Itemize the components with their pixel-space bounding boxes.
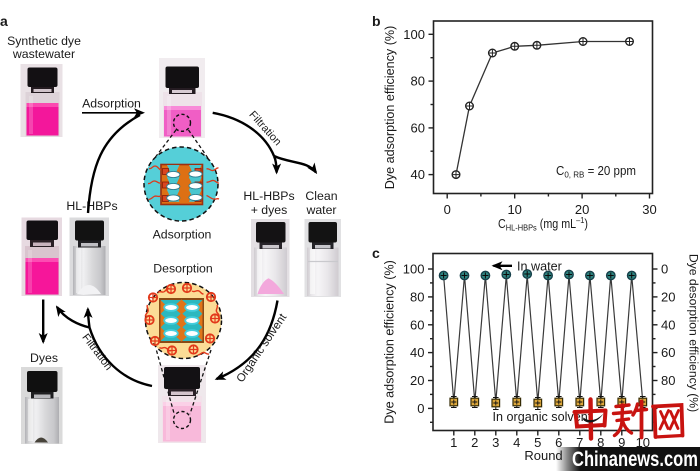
svg-text:Round: Round [524,448,562,463]
svg-text:0: 0 [444,202,451,217]
svg-text:HL-HBPs: HL-HBPs [66,199,117,213]
svg-text:Dyes: Dyes [30,351,58,365]
svg-text:CHL-HBPs (mg mL–1): CHL-HBPs (mg mL–1) [498,215,588,233]
svg-text:3: 3 [492,435,499,450]
svg-text:8: 8 [597,435,604,450]
svg-text:Dye adsorption efficiency (%): Dye adsorption efficiency (%) [383,260,397,424]
svg-text:C0, RB = 20 ppm: C0, RB = 20 ppm [556,164,636,180]
svg-text:water: water [305,203,336,217]
svg-text:4: 4 [513,435,520,450]
svg-text:Dye desorption efficiency (%): Dye desorption efficiency (%) [687,254,700,412]
svg-text:80: 80 [410,289,424,304]
svg-text:Clean: Clean [305,189,337,203]
svg-text:Chinanews.com: Chinanews.com [572,448,698,471]
svg-text:80: 80 [661,373,675,388]
svg-text:Adsorption: Adsorption [82,97,141,111]
svg-text:Dye adsorption efficiency (%): Dye adsorption efficiency (%) [383,26,397,190]
svg-text:20: 20 [661,289,675,304]
svg-text:20: 20 [575,202,589,217]
svg-text:5: 5 [534,435,541,450]
svg-text:30: 30 [642,202,656,217]
svg-text:Synthetic dye: Synthetic dye [7,34,81,48]
svg-text:40: 40 [661,317,675,332]
svg-text:60: 60 [661,345,675,360]
svg-text:a: a [0,13,8,29]
svg-text:b: b [372,13,381,29]
svg-text:wastewater: wastewater [12,47,75,61]
svg-text:100: 100 [403,262,425,277]
svg-text:0: 0 [417,401,424,416]
svg-text:In organic solvent: In organic solvent [493,410,592,424]
svg-text:80: 80 [411,74,425,89]
svg-text:6: 6 [555,435,562,450]
svg-text:10: 10 [636,435,650,450]
svg-text:Adsorption: Adsorption [153,228,212,242]
svg-text:In water: In water [517,259,562,273]
svg-text:100: 100 [403,27,425,42]
svg-text:7: 7 [576,435,583,450]
svg-text:10: 10 [507,202,521,217]
svg-text:20: 20 [410,373,424,388]
svg-text:2: 2 [471,435,478,450]
svg-text:+ dyes: + dyes [251,203,288,217]
svg-text:1: 1 [450,435,457,450]
svg-text:Organic solvent: Organic solvent [235,311,290,385]
svg-text:9: 9 [618,435,625,450]
svg-text:Filtration: Filtration [79,332,114,373]
svg-text:HL-HBPs: HL-HBPs [243,189,294,203]
svg-text:0: 0 [661,262,668,277]
svg-text:40: 40 [411,167,425,182]
svg-text:c: c [372,245,380,261]
svg-text:Desorption: Desorption [153,262,213,276]
svg-text:40: 40 [410,345,424,360]
svg-text:60: 60 [410,317,424,332]
svg-text:60: 60 [411,120,425,135]
